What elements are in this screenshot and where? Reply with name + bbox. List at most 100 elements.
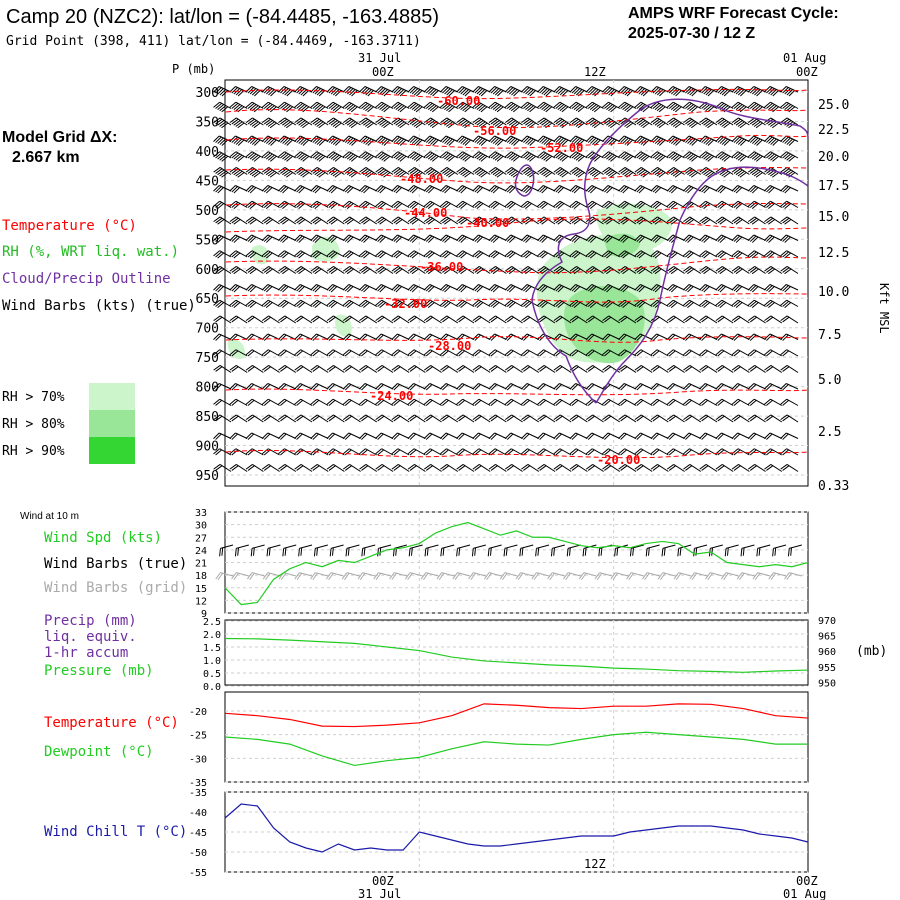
barb-feather (634, 365, 642, 371)
barb-feather (391, 464, 399, 470)
wind-barb (715, 414, 734, 423)
barb-feather (768, 236, 775, 243)
barb-feather (525, 219, 533, 225)
barb-feather (391, 151, 399, 158)
wind-barb (731, 151, 750, 162)
barb-feather (263, 251, 271, 258)
barb-feather (476, 88, 484, 95)
barb-feather (699, 167, 707, 173)
barb-feather (326, 234, 333, 241)
barb-feather (763, 432, 771, 439)
barb-feather (739, 122, 747, 129)
wind-barb (375, 398, 394, 406)
barb-feather (699, 266, 707, 272)
barb-feather (310, 101, 318, 108)
barb-feather (687, 268, 695, 275)
barb-feather (506, 235, 514, 242)
barb-feather (213, 135, 220, 142)
wind-barb (277, 299, 297, 309)
barb-feather (571, 300, 579, 307)
barb-feather (472, 234, 479, 241)
barb-feather (768, 572, 774, 580)
wind-barb (229, 167, 248, 178)
barb-feather (715, 299, 723, 306)
barb-feather (488, 398, 496, 405)
barb-feather (215, 235, 222, 242)
barb-feather (492, 104, 500, 111)
wind-barb (747, 464, 766, 472)
wind-barb (585, 101, 604, 113)
barb-feather (620, 449, 627, 456)
barb-feather (555, 267, 563, 273)
barb-feather (409, 217, 417, 224)
barb-feather (229, 383, 236, 390)
barb-feather (687, 104, 694, 111)
barb-feather (312, 415, 320, 422)
barb-feather (707, 90, 715, 97)
wind-barb (407, 216, 426, 225)
barb-feather (638, 302, 646, 309)
barb-feather (606, 153, 613, 160)
barb-feather (221, 90, 229, 97)
barb-feather (383, 106, 391, 113)
barb-feather (587, 152, 595, 159)
barb-feather (634, 250, 642, 257)
wind-barb (569, 349, 588, 357)
barb-feather (409, 118, 417, 125)
barb-feather (699, 448, 706, 455)
barb-feather (346, 268, 354, 275)
barb-feather (379, 219, 387, 225)
wind-barb (407, 398, 426, 406)
barb-feather (537, 151, 544, 158)
wind-barb (666, 117, 685, 129)
temperature-contour (225, 256, 809, 274)
wind-barb (553, 86, 572, 97)
barb-feather (474, 384, 481, 391)
barb-feather (326, 448, 334, 455)
barb-feather (717, 316, 725, 323)
height-tick-label: 12.5 (818, 246, 849, 261)
barb-feather (312, 235, 319, 242)
barb-feather (587, 102, 595, 109)
barb-feather (719, 236, 727, 243)
barb-feather (462, 170, 470, 177)
barb-feather (685, 87, 692, 94)
barb-feather (298, 302, 306, 309)
barb-feather (504, 349, 512, 356)
barb-feather (749, 152, 757, 159)
wind-barb (715, 464, 734, 472)
wind-barb (553, 266, 572, 275)
barb-feather (634, 234, 641, 241)
barb-feather (699, 299, 706, 306)
barb-feather (520, 250, 528, 257)
barb-feather (278, 365, 286, 371)
barb-feather (666, 414, 674, 421)
barb-feather (280, 217, 288, 224)
wind-barb (780, 333, 799, 341)
barb-feather (312, 118, 320, 125)
barb-feather (344, 118, 352, 125)
barb-feather (504, 250, 512, 257)
barb-feather (787, 548, 790, 557)
barb-feather (527, 154, 534, 161)
barb-feather (733, 433, 741, 440)
temp-tick-label: -35 (189, 778, 207, 789)
barb-feather (604, 316, 612, 323)
wind-tick-label: 27 (195, 533, 207, 544)
barb-feather (650, 266, 658, 272)
barb-feather (553, 86, 560, 93)
barb-feather (618, 464, 626, 470)
barb-feather (721, 170, 729, 177)
barb-feather (705, 170, 713, 177)
wind-barb (423, 365, 442, 373)
wind-barb (278, 315, 297, 324)
wind-barb (650, 365, 669, 373)
barb-feather (502, 572, 508, 581)
barb-feather (328, 399, 336, 406)
barb-feather (650, 135, 657, 142)
wind-barb (294, 250, 313, 259)
barb-feather (344, 465, 352, 471)
barb-feather (472, 365, 480, 371)
barb-feather (618, 448, 625, 455)
barb-feather (496, 172, 504, 178)
